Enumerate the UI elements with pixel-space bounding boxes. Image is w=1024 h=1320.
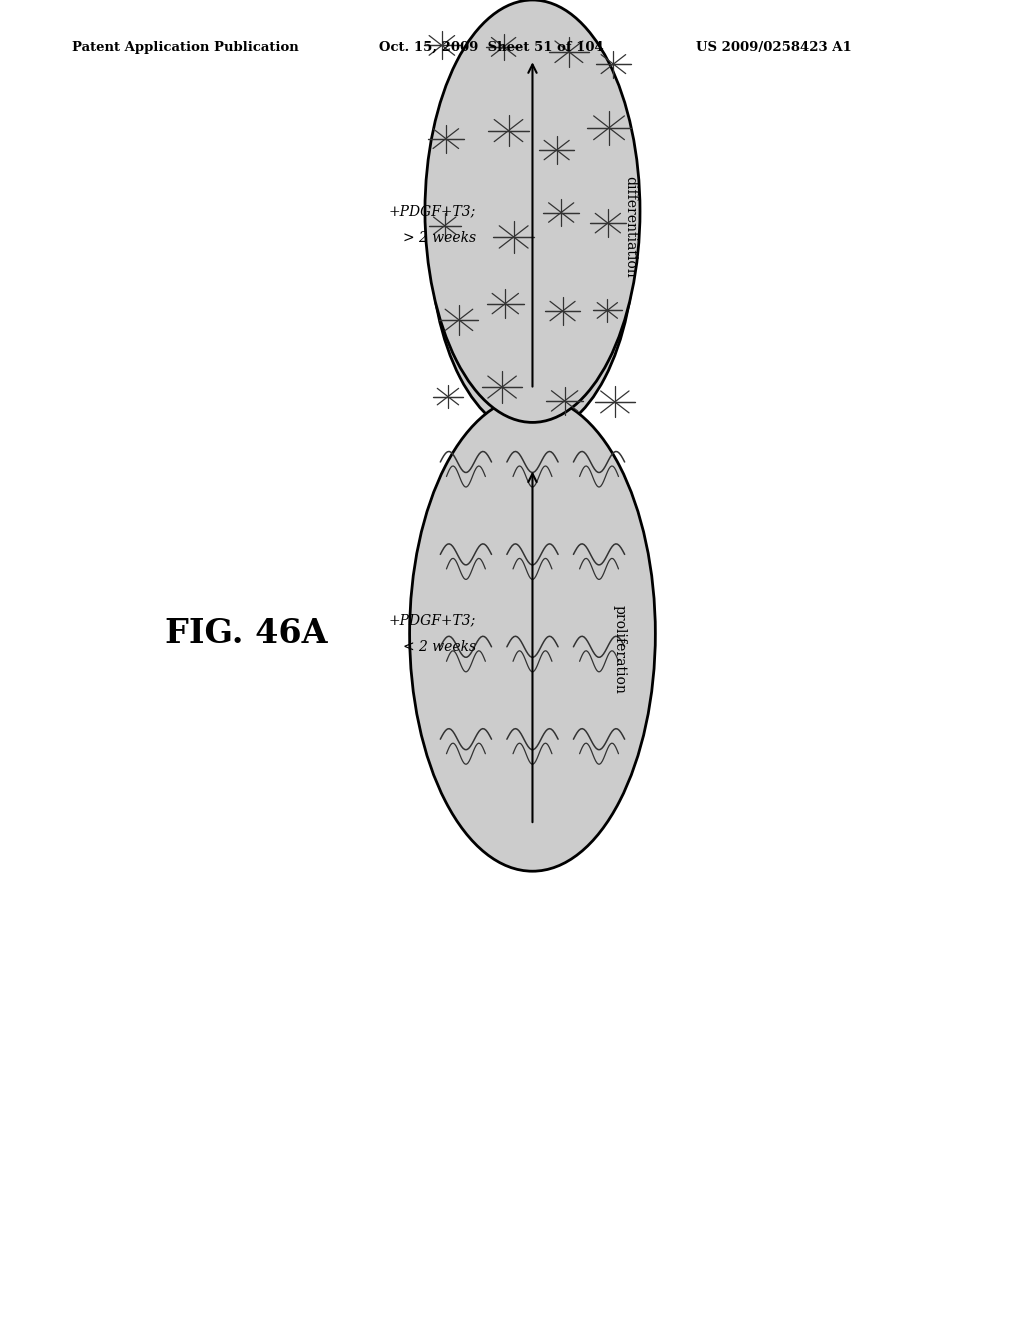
Text: proliferation: proliferation [612,605,627,694]
Ellipse shape [430,40,635,436]
Text: > 2 weeks: > 2 weeks [403,231,476,244]
Text: +PDGF+T3;: +PDGF+T3; [389,614,476,627]
Text: Oct. 15, 2009  Sheet 51 of 104: Oct. 15, 2009 Sheet 51 of 104 [379,41,603,54]
Ellipse shape [425,0,640,422]
Text: differentiation: differentiation [623,176,637,279]
Text: +PDGF+T3;: +PDGF+T3; [389,205,476,218]
Text: Patent Application Publication: Patent Application Publication [72,41,298,54]
Text: US 2009/0258423 A1: US 2009/0258423 A1 [696,41,852,54]
Text: FIG. 46A: FIG. 46A [165,618,327,651]
Text: < 2 weeks: < 2 weeks [403,640,476,653]
Ellipse shape [410,396,655,871]
